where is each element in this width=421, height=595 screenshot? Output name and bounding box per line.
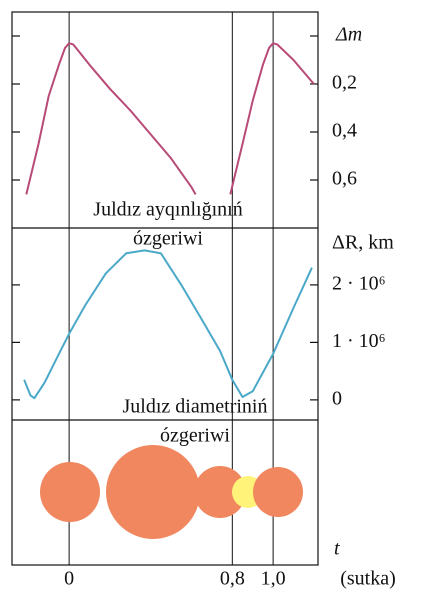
y-tick-label: 2 · 10⁶ xyxy=(332,273,386,295)
x-tick-label: 0 xyxy=(64,568,74,590)
x-axis-label: (sutka) xyxy=(340,568,396,590)
y-axis-label: ΔR, km xyxy=(332,232,394,254)
y-tick-label: 0,6 xyxy=(332,168,357,190)
star xyxy=(194,466,246,518)
annotation: Juldız ayqınlığınıń xyxy=(93,199,242,221)
y-tick-label: 0,2 xyxy=(332,72,357,94)
y-tick-label: 1 · 10⁶ xyxy=(332,330,386,352)
y-tick-label: 0,4 xyxy=(332,120,357,142)
x-tick-label: 0,8 xyxy=(220,568,245,590)
annotation: ózgeriwi xyxy=(160,425,230,447)
frame xyxy=(11,11,319,566)
annotation: ózgeriwi xyxy=(133,228,203,250)
y-tick-label: 0 xyxy=(332,387,342,409)
star xyxy=(40,462,100,522)
data-line xyxy=(25,42,315,195)
y-axis-label: Δm xyxy=(335,24,362,46)
annotation: Juldız diametriniń xyxy=(123,396,268,418)
star xyxy=(106,445,200,539)
data-line xyxy=(23,249,313,400)
star xyxy=(253,467,303,517)
x-tick-label: 1,0 xyxy=(261,568,286,590)
x-axis-symbol: t xyxy=(334,538,340,560)
star-sizes xyxy=(40,445,303,539)
